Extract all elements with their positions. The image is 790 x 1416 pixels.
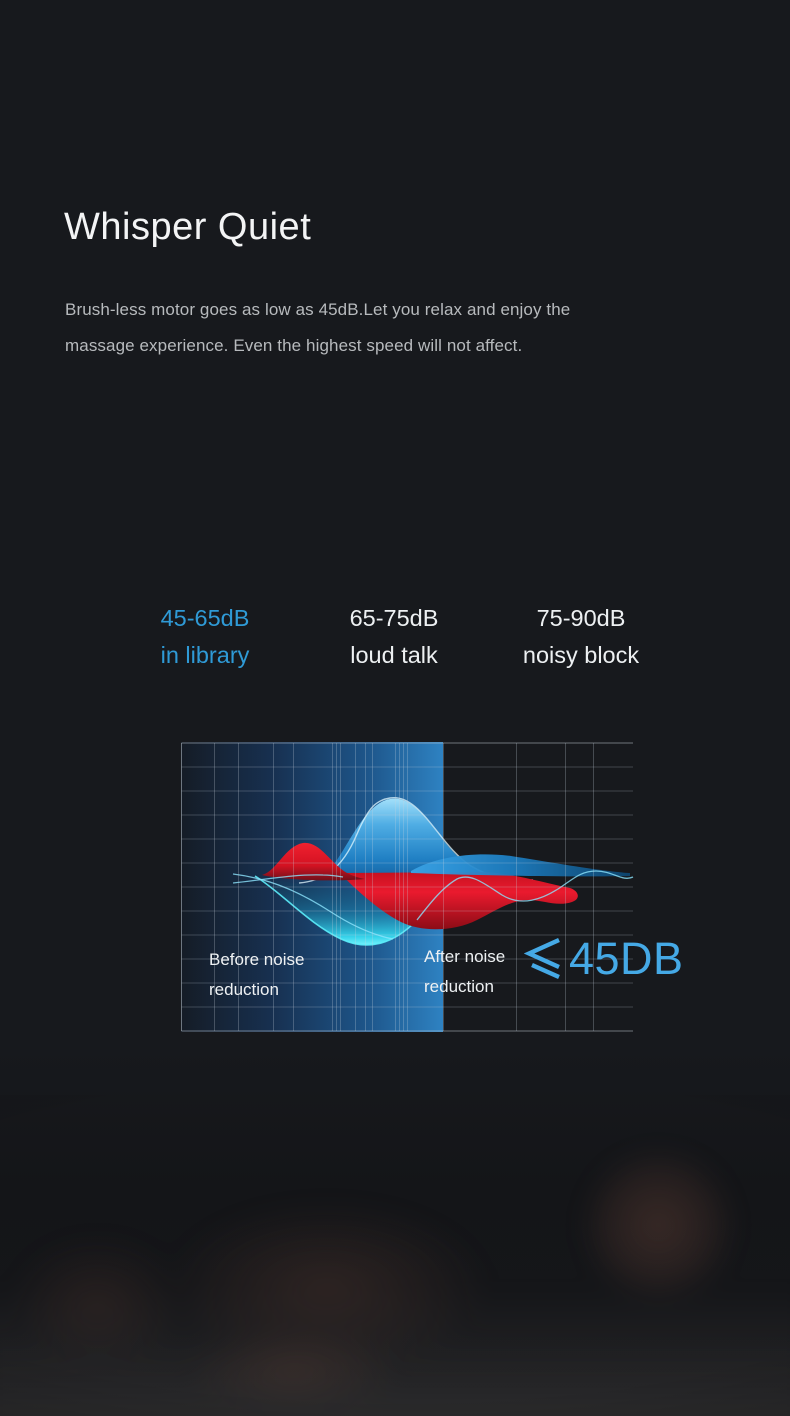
image-vignette [0,1095,790,1416]
sleeping-baby-image [0,1065,790,1416]
after-noise-line1: After noise [424,947,506,966]
noise-result-value: 45DB [569,932,684,984]
before-noise-line2: reduction [209,980,279,999]
db-range: 75-90dB [536,605,626,631]
page-title: Whisper Quiet [64,206,312,248]
db-label: noisy block [522,642,640,668]
noise-result-callout: 45DB [524,931,684,985]
waveform-graphic [181,742,634,1032]
baby-silhouette [0,1065,790,1416]
db-label: loud talk [350,642,438,668]
db-range: 65-75dB [349,605,439,631]
hero-description-line2: massage experience. Even the highest spe… [65,336,523,355]
waveform-shapes [232,797,634,946]
db-label: in library [160,642,250,668]
after-noise-line2: reduction [424,977,494,996]
before-noise-line1: Before noise [209,950,305,969]
before-noise-label: Before noise reduction [209,945,304,1005]
less-than-or-equal-icon [524,937,560,979]
hero-description: Brush-less motor goes as low as 45dB.Let… [65,292,625,364]
noise-reduction-chart: Before noise reduction After noise reduc… [181,742,634,1032]
db-level-noisy-block: 75-90dB noisy block [481,600,681,674]
db-range: 45-65dB [160,605,250,631]
db-level-loud-talk: 65-75dB loud talk [294,600,494,674]
grid-lines [181,742,633,1032]
hero-description-line1: Brush-less motor goes as low as 45dB.Let… [65,300,571,319]
after-noise-label: After noise reduction [424,942,505,1002]
db-level-library: 45-65dB in library [105,600,305,674]
